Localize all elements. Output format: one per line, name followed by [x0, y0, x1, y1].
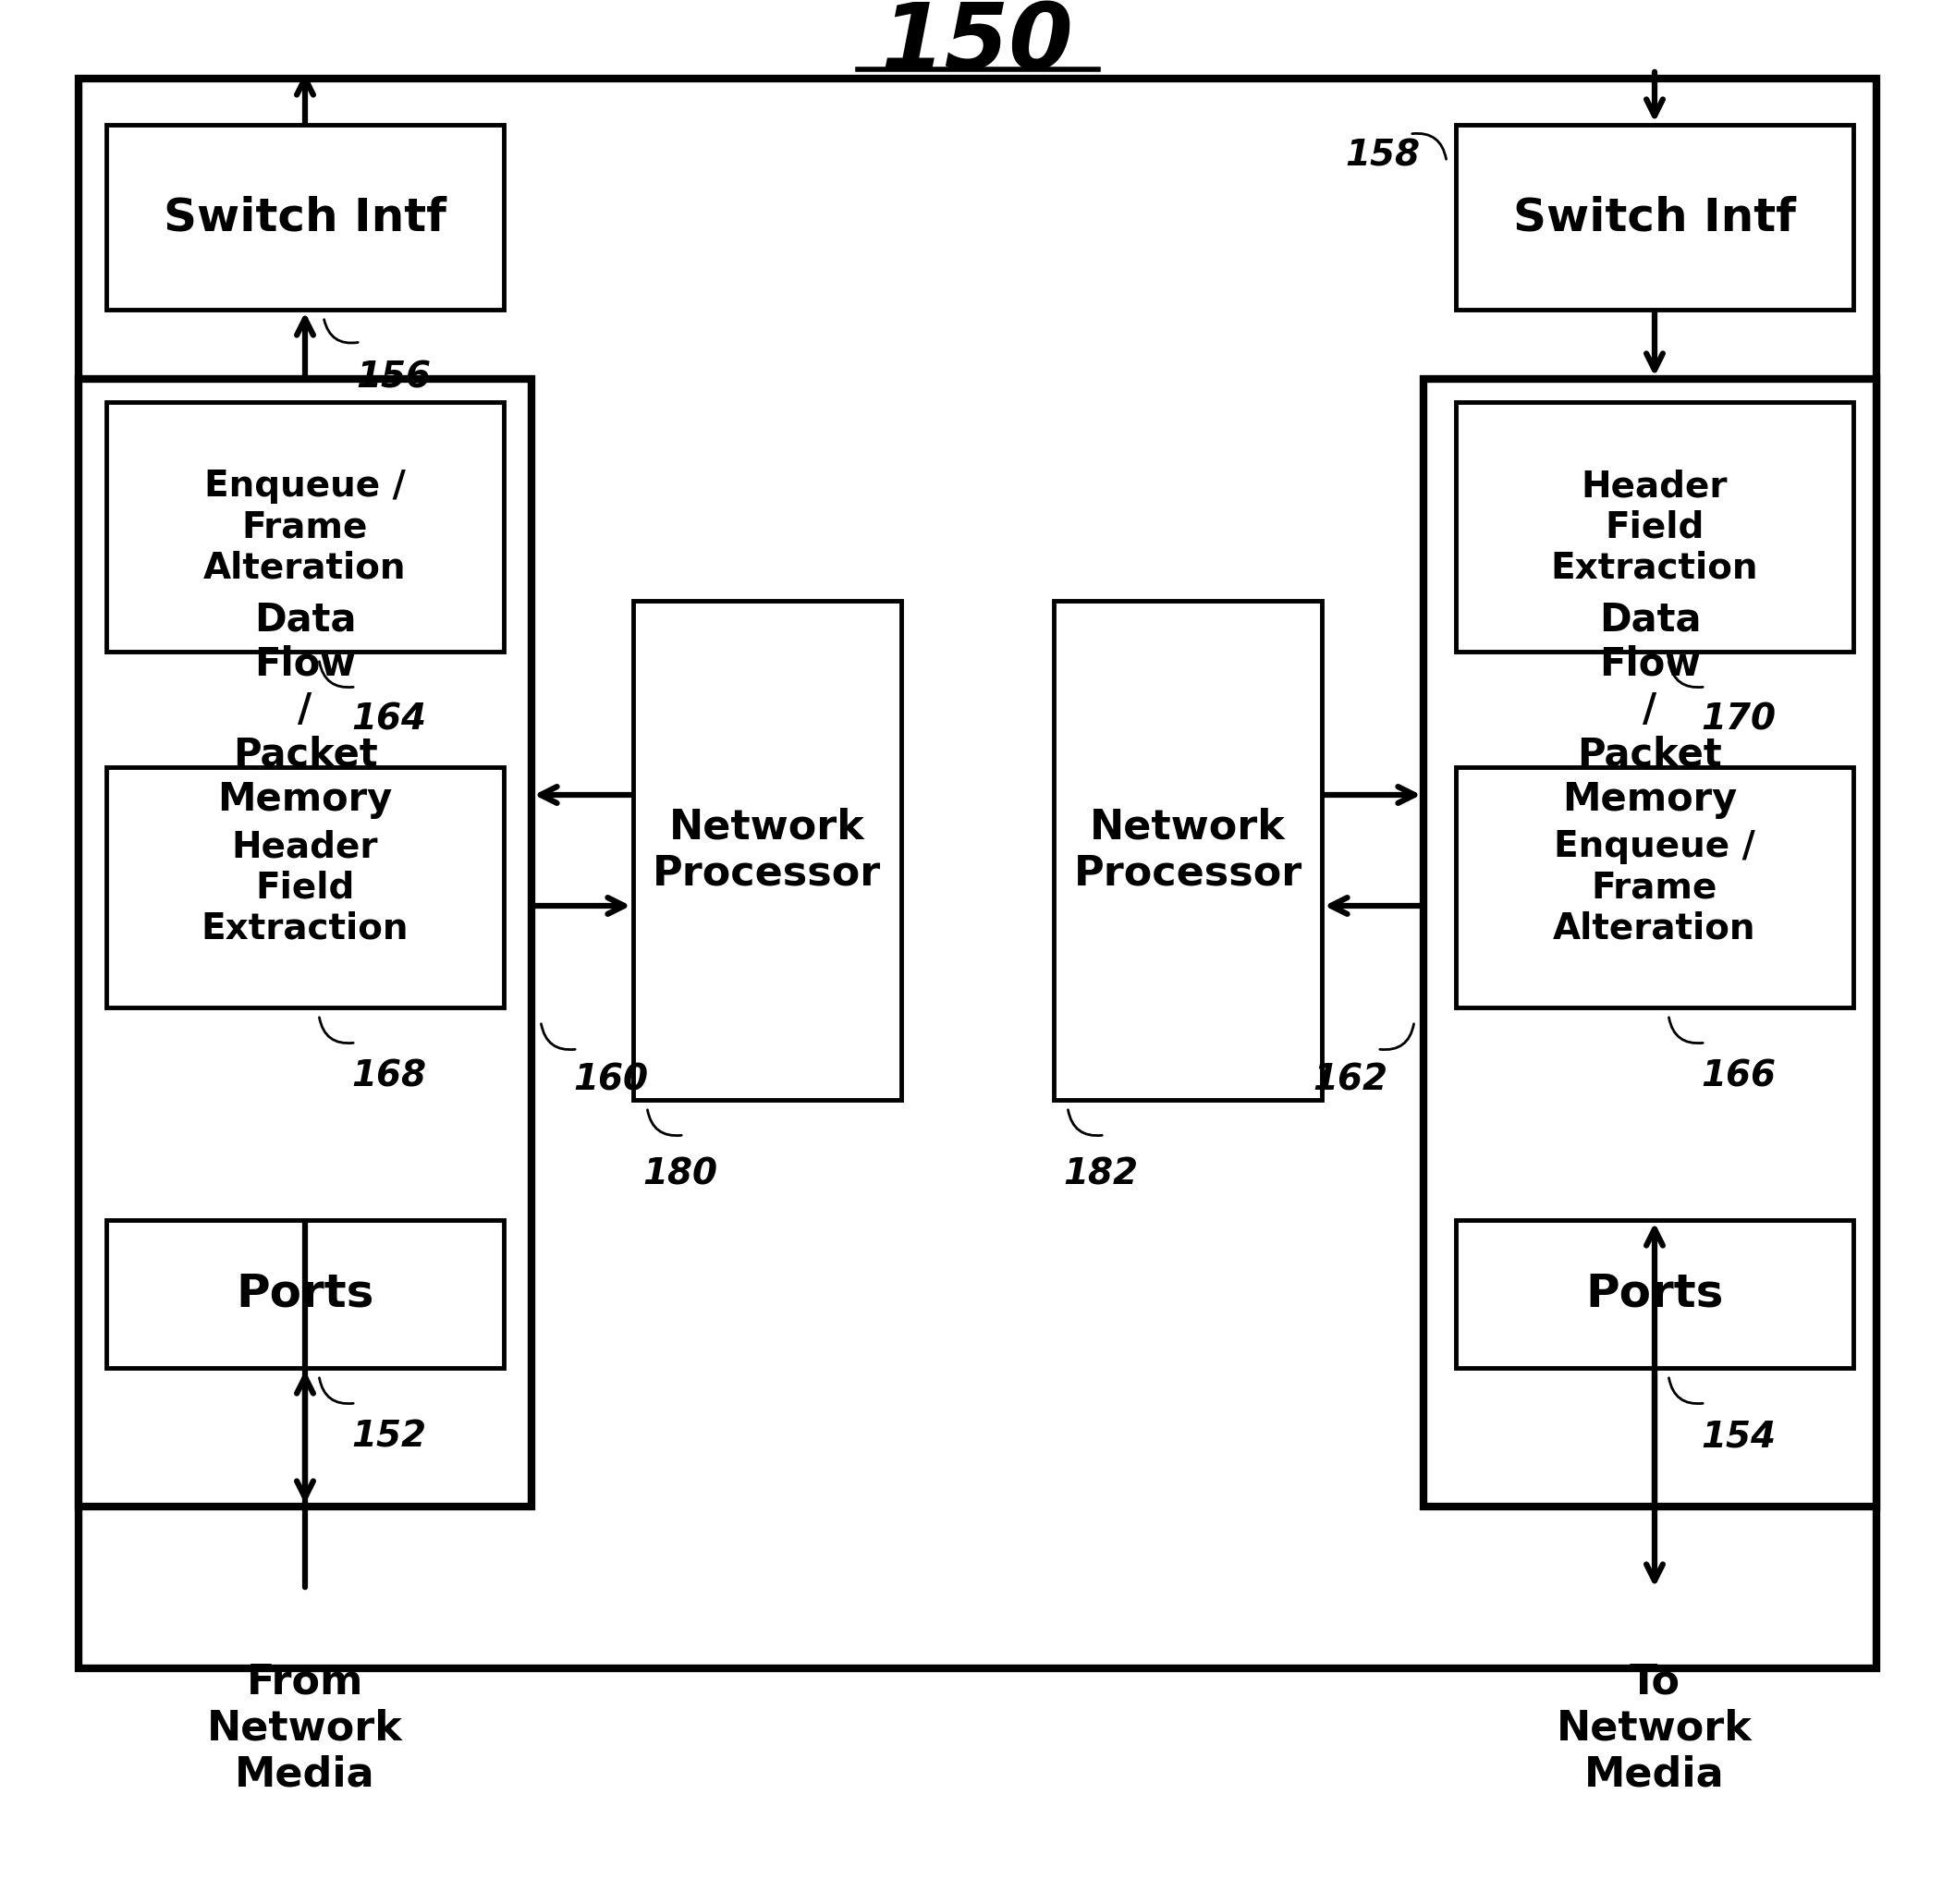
- Text: 180: 180: [643, 1158, 717, 1192]
- Text: 152: 152: [352, 1418, 426, 1455]
- Text: Ports: Ports: [1586, 1272, 1724, 1316]
- Text: 164: 164: [352, 703, 426, 737]
- Text: 160: 160: [573, 1062, 647, 1099]
- Bar: [1456, 767, 1853, 1007]
- Text: From
Network
Media: From Network Media: [207, 1662, 403, 1794]
- Text: Header
Field
Extraction: Header Field Extraction: [201, 828, 409, 946]
- Bar: [1456, 126, 1853, 310]
- Bar: [78, 78, 1877, 1668]
- Text: Enqueue /
Frame
Alteration: Enqueue / Frame Alteration: [1552, 828, 1756, 946]
- Bar: [1054, 602, 1322, 1101]
- Bar: [106, 1220, 504, 1367]
- Text: Network
Processor: Network Processor: [653, 807, 882, 893]
- Bar: [633, 602, 901, 1101]
- Text: 156: 156: [356, 360, 430, 396]
- Text: Header
Field
Extraction: Header Field Extraction: [1550, 468, 1758, 585]
- Text: 150: 150: [882, 0, 1073, 89]
- Bar: [106, 126, 504, 310]
- Text: Switch Intf: Switch Intf: [1513, 194, 1797, 240]
- Text: Enqueue /
Frame
Alteration: Enqueue / Frame Alteration: [203, 468, 407, 585]
- Text: 182: 182: [1064, 1158, 1138, 1192]
- Text: To
Network
Media: To Network Media: [1556, 1662, 1752, 1794]
- Text: Data
Flow
/
Packet
Memory: Data Flow / Packet Memory: [1562, 600, 1738, 819]
- Text: Data
Flow
/
Packet
Memory: Data Flow / Packet Memory: [217, 600, 393, 819]
- Text: 168: 168: [352, 1059, 426, 1093]
- Bar: [78, 379, 532, 1506]
- Text: Switch Intf: Switch Intf: [164, 194, 446, 240]
- Text: 162: 162: [1312, 1062, 1388, 1099]
- Text: 166: 166: [1701, 1059, 1775, 1093]
- Text: 170: 170: [1701, 703, 1775, 737]
- Text: 154: 154: [1701, 1418, 1775, 1455]
- Bar: [106, 767, 504, 1007]
- Bar: [106, 402, 504, 651]
- Bar: [1456, 402, 1853, 651]
- Text: Ports: Ports: [237, 1272, 373, 1316]
- Bar: [1423, 379, 1877, 1506]
- Bar: [1456, 1220, 1853, 1367]
- Text: 158: 158: [1345, 139, 1419, 173]
- Text: Network
Processor: Network Processor: [1073, 807, 1302, 893]
